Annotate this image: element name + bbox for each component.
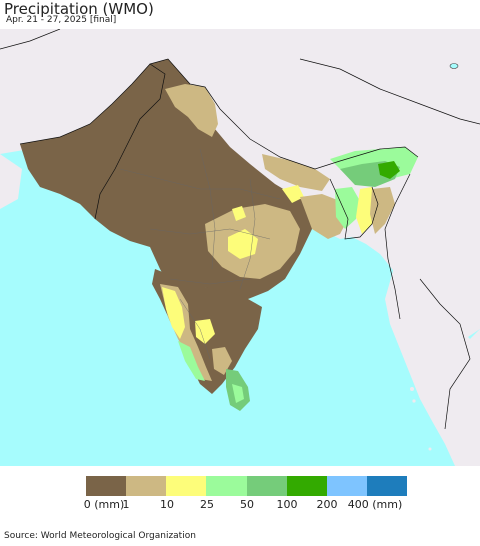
legend-swatch-5: [286, 476, 327, 496]
region-moderate-kerala: [178, 341, 205, 381]
precipitation-map: [0, 29, 480, 466]
island-nicobar: [428, 447, 432, 451]
region-moderate-bangladesh: [335, 187, 360, 229]
island-andaman-1: [410, 387, 414, 391]
border-outer-ne: [299, 58, 480, 125]
legend-tick-1: 1: [122, 498, 130, 511]
legend-swatch-0: [86, 476, 127, 496]
legend-colorbar: [86, 476, 407, 496]
region-srilanka-inner: [232, 384, 244, 403]
source-credit: Source: World Meteorological Organizatio…: [4, 531, 196, 541]
region-light-peninsula: [162, 287, 185, 339]
border-himalaya: [149, 58, 419, 170]
legend-swatch-1: [126, 476, 167, 496]
legend-swatch-6: [326, 476, 367, 496]
country-borders: [0, 29, 480, 430]
lake-icon: [449, 63, 459, 69]
legend-ticks: 0 (mm) 1 10 25 50 100 200 400 (mm): [0, 498, 480, 512]
border-pakistan: [19, 63, 166, 220]
legend-tick-6: 200: [316, 498, 338, 511]
legend-tick-0: 0 (mm): [83, 498, 125, 511]
legend-swatch-7: [366, 476, 407, 496]
border-outer-north: [0, 29, 61, 50]
map-title: Precipitation (WMO): [4, 0, 154, 18]
legend-tick-3: 25: [200, 498, 214, 511]
legend-tick-5: 100: [276, 498, 298, 511]
region-trace-tamilnadu: [212, 347, 232, 375]
region-light-central: [228, 229, 258, 259]
region-light-east: [282, 185, 304, 203]
region-veryheavy-ne: [378, 161, 400, 179]
legend-swatch-4: [246, 476, 287, 496]
region-light-central2: [232, 206, 246, 221]
legend-swatch-3: [206, 476, 247, 496]
border-bangladesh: [329, 178, 379, 240]
state-borders: [119, 148, 281, 360]
border-myanmar: [384, 173, 411, 320]
region-light-karnataka: [195, 319, 215, 344]
outside-land-west: [0, 154, 22, 209]
region-trace-himalaya: [165, 84, 218, 137]
legend-swatch-2: [166, 476, 207, 496]
legend-tick-7: 400 (mm): [347, 498, 403, 511]
region-trace-kathmandu: [262, 154, 330, 191]
border-thailand: [419, 278, 471, 430]
legend-tick-4: 50: [240, 498, 254, 511]
legend-tick-2: 10: [160, 498, 174, 511]
outside-land-southeast: [385, 264, 480, 466]
map-subtitle: Apr. 21 - 27, 2025 [final]: [6, 15, 117, 25]
island-andaman-2: [412, 399, 416, 403]
